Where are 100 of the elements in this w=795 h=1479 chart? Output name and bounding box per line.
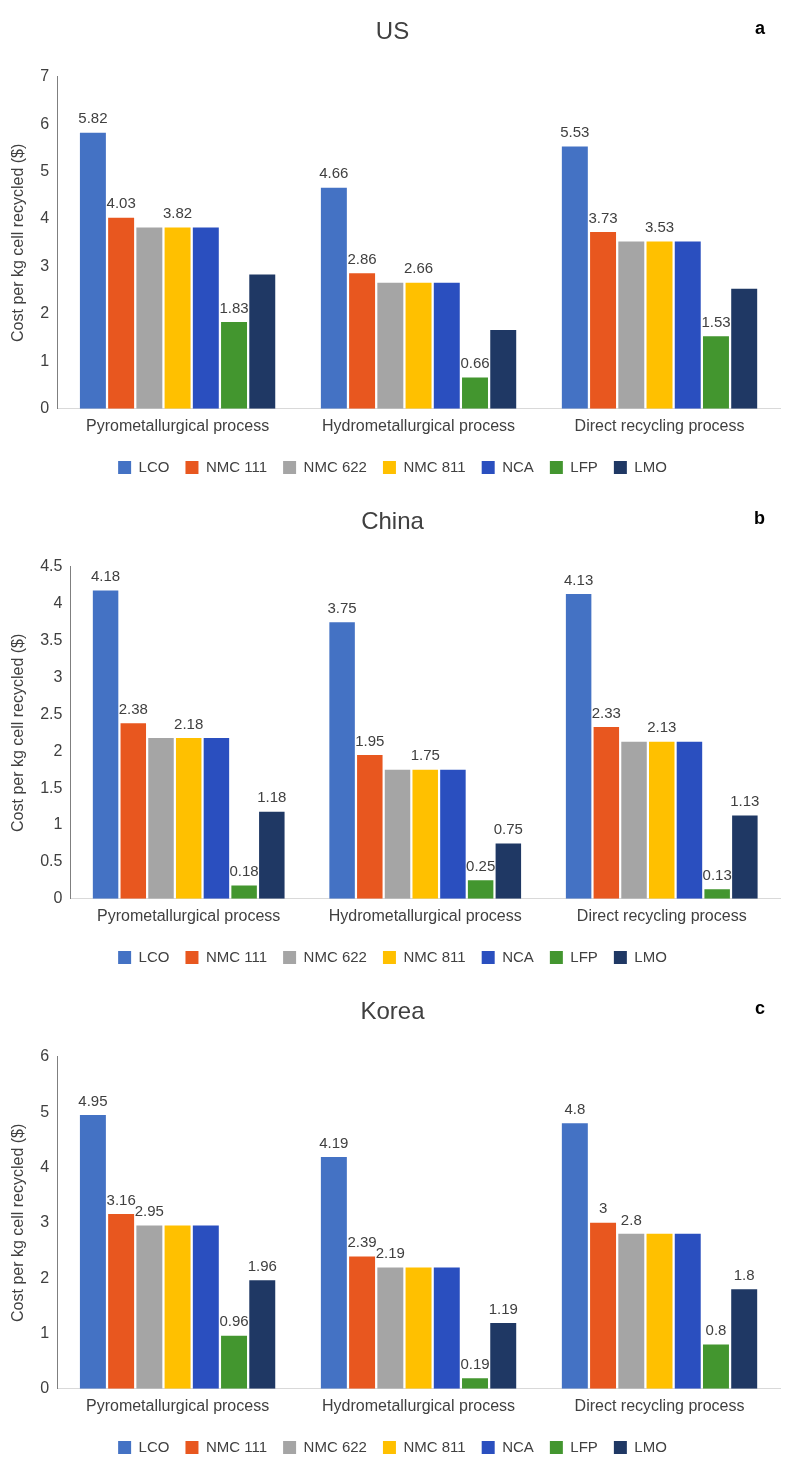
- bar: [192, 227, 219, 409]
- y-tick-label: 4: [40, 209, 50, 227]
- data-label: 1.53: [701, 312, 731, 330]
- y-axis-title: Cost per kg cell recycled ($): [9, 1123, 27, 1322]
- bar: [203, 737, 230, 899]
- bar: [221, 322, 248, 409]
- bar: [467, 880, 494, 899]
- bar: [249, 274, 276, 409]
- bar: [590, 231, 617, 409]
- y-tick-label: 2: [53, 741, 63, 759]
- legend-label: NMC 622: [303, 1437, 367, 1455]
- legend-label: LFP: [570, 457, 598, 475]
- bar: [320, 187, 347, 409]
- data-label: 1.19: [488, 1299, 518, 1317]
- bar: [462, 377, 488, 409]
- data-label: 1.95: [355, 731, 385, 749]
- y-tick-label: 3: [40, 256, 50, 274]
- data-label: 2.38: [118, 699, 148, 717]
- data-label: 0.75: [493, 820, 523, 838]
- y-tick-label: 5: [40, 1102, 50, 1120]
- data-label: 5.82: [78, 109, 108, 127]
- data-label: 3.53: [644, 218, 675, 236]
- bar: [92, 590, 119, 899]
- bar: [108, 1213, 135, 1389]
- data-label: 0.13: [702, 865, 732, 883]
- bar: [561, 1123, 588, 1389]
- y-tick-label: 4: [40, 1157, 50, 1175]
- bar: [175, 737, 202, 899]
- y-tick-label: 1: [40, 351, 50, 369]
- bar: [731, 288, 758, 409]
- bar: [377, 282, 404, 409]
- legend-label: LFP: [570, 1437, 598, 1455]
- bar: [495, 843, 522, 899]
- data-label: 2.13: [647, 718, 677, 736]
- x-tick-label: Hydrometallurgical process: [322, 1396, 516, 1414]
- bar: [164, 227, 191, 409]
- y-tick-label: 0: [40, 1379, 50, 1397]
- x-tick-label: Hydrometallurgical process: [322, 416, 516, 434]
- y-tick-label: 4: [53, 594, 63, 612]
- legend-label: NMC 111: [205, 947, 268, 965]
- data-label: 4.03: [106, 194, 136, 212]
- data-label: 1.96: [247, 1256, 277, 1274]
- legend-label: LCO: [138, 1437, 170, 1455]
- legend-label: LMO: [634, 947, 667, 965]
- bar: [702, 336, 729, 409]
- legend-label: NCA: [502, 457, 534, 475]
- data-label: 3.75: [327, 598, 357, 616]
- text: b: [754, 507, 765, 528]
- bar: [120, 723, 147, 899]
- bar: [590, 1222, 617, 1389]
- bar: [377, 1267, 404, 1389]
- data-label: 0.18: [229, 862, 259, 880]
- y-tick-label: 0.5: [40, 852, 63, 870]
- bar: [136, 1225, 163, 1389]
- bar: [231, 885, 257, 899]
- bar: [329, 622, 355, 899]
- bar: [79, 1114, 106, 1389]
- bar: [732, 815, 758, 899]
- data-label: 4.19: [319, 1133, 349, 1151]
- y-tick-label: 2.5: [40, 704, 63, 722]
- y-tick-label: 7: [40, 67, 50, 85]
- y-tick-label: 0: [53, 889, 63, 907]
- bar: [674, 1233, 701, 1389]
- bar: [349, 1256, 376, 1389]
- bar: [249, 1280, 276, 1389]
- data-label: 1.18: [257, 788, 287, 806]
- chart-title: China: [361, 507, 425, 535]
- y-tick-label: 2: [40, 1268, 50, 1286]
- y-tick-label: 2: [40, 304, 50, 322]
- data-label: 4.66: [319, 164, 349, 182]
- data-label: 0.25: [466, 857, 496, 874]
- legend-label: NMC 811: [403, 947, 466, 965]
- text: a: [754, 17, 766, 38]
- bar: [349, 273, 376, 409]
- bar: [79, 132, 106, 409]
- y-tick-label: 3: [40, 1213, 50, 1231]
- bar: [405, 1267, 432, 1389]
- y-tick-label: 1: [53, 815, 63, 833]
- y-tick-label: 1: [40, 1323, 50, 1341]
- legend-label: NMC 622: [303, 947, 367, 965]
- data-label: 2.18: [174, 714, 204, 732]
- data-label: 3.16: [106, 1190, 136, 1208]
- data-label: 4.95: [78, 1091, 108, 1109]
- legend-label: NMC 811: [403, 457, 466, 475]
- bar: [649, 741, 675, 899]
- data-label: 2.39: [347, 1233, 377, 1251]
- bar: [136, 227, 163, 409]
- bar: [621, 741, 647, 899]
- bar: [490, 1322, 517, 1389]
- bar: [462, 1378, 488, 1389]
- bar: [646, 1233, 673, 1389]
- legend-label: NCA: [502, 947, 534, 965]
- data-label: 5.53: [560, 123, 590, 141]
- y-tick-label: 0: [40, 399, 50, 417]
- data-label: 4.13: [564, 570, 594, 588]
- y-axis-title: Cost per kg cell recycled ($): [9, 143, 27, 342]
- x-tick-label: Pyrometallurgical process: [85, 416, 270, 434]
- x-tick-label: Direct recycling process: [574, 1396, 745, 1414]
- y-tick-label: 4.5: [40, 557, 63, 575]
- y-tick-label: 6: [40, 1047, 50, 1065]
